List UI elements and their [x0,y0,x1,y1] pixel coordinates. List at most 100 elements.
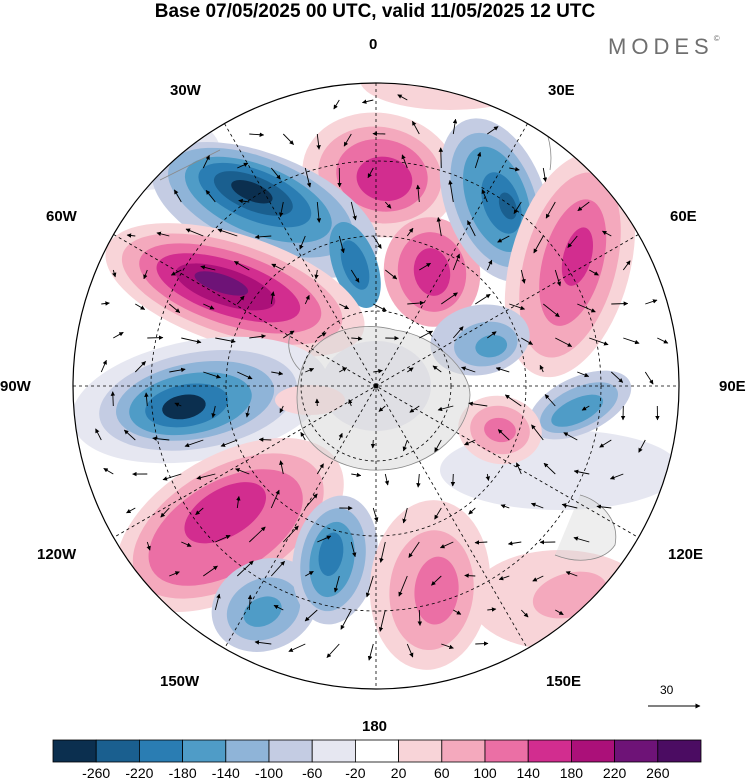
wind-arrow [438,147,444,169]
wind-arrow [314,269,319,280]
chart-title: Base 07/05/2025 00 UTC, valid 11/05/2025… [154,1,596,22]
wind-arrow [573,469,590,475]
wind-arrow [203,565,218,577]
wind-arrow [202,154,210,169]
wind-arrow [609,473,624,480]
wind-arrow [657,337,669,344]
wind-arrow [402,439,408,452]
wind-arrow [599,439,612,448]
wind-arrow [282,133,294,145]
wind-arrow [487,126,499,135]
wind-arrow [487,331,497,339]
wind-arrow [110,391,116,407]
anomaly-95w-negative [73,336,329,464]
colorbar-tick-label: 260 [646,765,670,781]
wind-arrow [379,541,386,563]
wind-arrow [367,167,374,179]
wind-arrow [215,337,236,344]
wind-arrow [468,401,488,407]
colorbar-tick-label: 220 [602,765,627,781]
wind-arrow [338,235,345,254]
wind-arrow [304,493,318,509]
wind-arrow [134,361,146,373]
wind-arrow [432,365,442,373]
wind-arrow [419,262,431,271]
wind-arrow [273,604,284,611]
wind-arrow [533,235,544,254]
wind-arrow [452,118,458,135]
wind-arrow [543,303,560,318]
wind-arrow [610,371,624,383]
wind-arrow [126,507,136,514]
wind-arrow [152,436,170,441]
wind-arrow [123,429,136,441]
wind-arrow [373,368,383,374]
wind-arrow [351,472,362,478]
colorbar-tick-label: -220 [125,765,154,781]
wind-arrow [156,231,170,237]
wind-arrow [169,303,181,313]
wind-arrow [254,640,272,645]
wind-arrow [563,432,578,441]
wind-arrow [450,473,456,487]
wind-arrow [497,429,510,441]
wind-arrow [544,394,556,407]
wind-arrow [270,560,285,577]
colorbar-tick-label: -140 [211,765,240,781]
lon-label-120w: 120W [37,546,77,563]
wind-arrow [103,468,114,475]
wind-arrow [468,507,476,515]
wind-arrow [237,162,249,169]
wind-arrow [203,371,221,379]
lon-label-0: 0 [369,36,378,53]
wind-arrow [416,473,421,488]
south-pole-marker [373,383,379,389]
wind-arrow [397,94,408,101]
colorbar-tick-label: 20 [390,765,407,781]
wind-arrow [135,303,146,310]
wind-arrow [305,571,314,577]
wind-arrow [407,300,425,306]
wind-arrow [270,489,280,509]
wind-arrow [271,371,284,376]
wind-arrow [365,575,374,598]
wind-arrow [577,303,596,313]
wind-arrow [644,371,654,385]
wind-arrow [144,392,149,407]
wind-arrow [340,609,352,630]
lon-label-60w: 60W [46,208,77,225]
wind-arrow [278,201,284,218]
wind-vectors [95,94,669,661]
wind-arrow [545,201,556,219]
wind-arrow [521,337,533,345]
wind-arrow [361,99,374,104]
wind-arrow [235,468,250,475]
wind-arrow [486,259,493,271]
anomaly-160w-negative [292,495,378,625]
wind-arrow [372,235,382,249]
brand-mark: © [713,34,720,43]
wind-arrow [304,167,312,188]
wind-arrow [370,439,376,449]
wind-arrow [495,366,510,373]
wind-arrow [509,303,526,311]
wind-arrow [439,541,454,549]
wind-arrow [385,269,398,280]
wind-arrow [437,405,454,412]
wind-arrow [112,269,117,278]
wind-arrow [169,571,180,577]
wind-arrow [645,299,658,305]
wind-arrow [407,367,414,373]
colorbar-tick-label: -20 [345,765,366,781]
wind-arrow [441,643,454,649]
wind-arrow [464,573,476,578]
wind-arrow [282,525,299,543]
wind-arrow [279,460,284,475]
colorbar-tick-label: 100 [473,765,497,781]
wind-arrow [339,303,350,310]
wind-arrow [351,336,363,341]
wind-arrow [304,609,318,622]
wind-arrow [475,641,489,646]
wind-arrow [467,220,476,237]
lon-label-180: 180 [362,718,388,735]
